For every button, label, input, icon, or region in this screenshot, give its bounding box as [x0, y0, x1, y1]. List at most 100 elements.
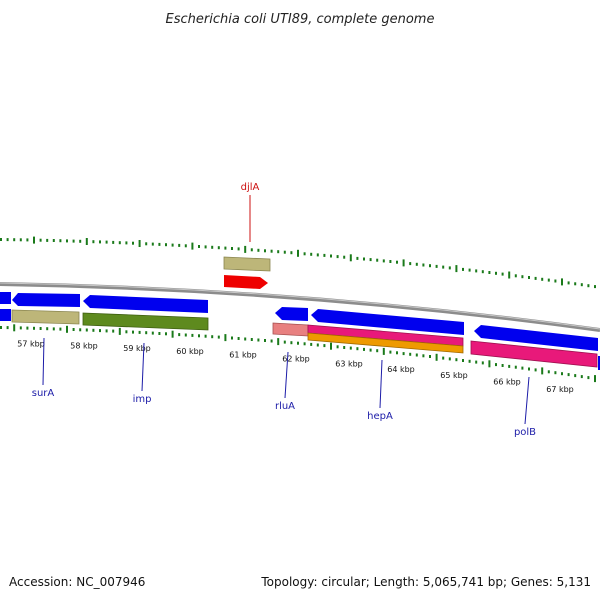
minor-tick — [19, 238, 22, 242]
minor-tick — [39, 327, 42, 330]
gene-label-rluA[interactable]: rluA — [275, 401, 295, 412]
minor-tick — [594, 285, 596, 289]
major-tick — [138, 240, 141, 247]
major-tick — [402, 259, 405, 267]
minor-tick — [158, 242, 161, 246]
minor-tick — [198, 245, 200, 248]
minor-tick — [442, 356, 445, 360]
minor-tick — [264, 339, 266, 342]
major-tick — [508, 271, 511, 279]
minor-tick — [495, 271, 497, 275]
gene-feature-olive[interactable] — [82, 312, 209, 331]
gene-label-hepA[interactable]: hepA — [367, 411, 393, 422]
kbp-label: 62 kbp — [282, 355, 310, 364]
minor-tick — [52, 239, 55, 242]
major-tick — [297, 249, 299, 257]
minor-tick — [462, 267, 464, 271]
minor-tick — [231, 336, 233, 340]
minor-tick — [165, 332, 167, 336]
minor-tick — [99, 329, 101, 333]
minor-tick — [303, 252, 306, 256]
kbp-label: 64 kbp — [387, 365, 415, 374]
minor-tick — [554, 279, 557, 283]
minor-tick — [257, 338, 260, 342]
minor-tick — [330, 254, 332, 258]
minor-tick — [105, 240, 108, 244]
gene-feature-pink[interactable] — [470, 340, 598, 368]
gene-feature-khaki[interactable] — [223, 256, 271, 272]
bottom-tick-row — [0, 324, 596, 383]
minor-tick — [264, 249, 266, 253]
cds-feature[interactable] — [0, 309, 11, 321]
gene-label-surA[interactable]: surA — [32, 388, 55, 399]
gene-label-polB[interactable]: polB — [514, 427, 536, 438]
minor-tick — [283, 340, 286, 344]
minor-tick — [514, 274, 517, 278]
cds-feature-reverse[interactable] — [83, 295, 208, 313]
cds-feature-reverse[interactable] — [474, 325, 598, 351]
gene-feature-orange[interactable] — [307, 332, 464, 354]
minor-tick — [356, 347, 359, 351]
gene-label-djlA[interactable]: djlA — [241, 182, 260, 193]
gene-label-imp[interactable]: imp — [133, 394, 152, 405]
minor-tick — [59, 327, 62, 331]
minor-tick — [132, 330, 134, 334]
minor-tick — [508, 364, 511, 368]
kbp-label: 61 kbp — [229, 350, 257, 359]
minor-tick — [310, 252, 313, 256]
minor-tick — [587, 284, 590, 288]
minor-tick — [39, 238, 42, 242]
minor-tick — [0, 326, 2, 329]
major-tick — [171, 330, 174, 338]
kbp-label: 65 kbp — [440, 371, 468, 380]
gene-feature-khaki[interactable] — [11, 309, 80, 325]
djlA-feature[interactable] — [224, 275, 268, 289]
minor-tick — [270, 339, 273, 343]
minor-tick — [316, 253, 319, 257]
minor-tick — [112, 240, 115, 244]
minor-tick — [19, 326, 22, 330]
cds-feature-reverse[interactable] — [12, 293, 80, 307]
minor-tick — [138, 330, 141, 334]
minor-tick — [501, 364, 504, 367]
minor-tick — [521, 366, 524, 370]
minor-tick — [574, 374, 577, 378]
minor-tick — [191, 333, 194, 337]
major-tick — [66, 325, 68, 333]
minor-tick — [356, 256, 359, 260]
minor-tick — [580, 375, 583, 379]
minor-tick — [336, 255, 339, 259]
minor-tick — [85, 328, 88, 332]
cds-feature-reverse[interactable] — [275, 307, 308, 321]
minor-tick — [547, 278, 550, 282]
major-tick — [330, 342, 332, 350]
minor-tick — [178, 243, 181, 247]
minor-tick — [92, 240, 95, 244]
minor-tick — [79, 239, 82, 243]
map-title: Escherichia coli UTI89, complete genome — [166, 12, 435, 27]
minor-tick — [290, 341, 293, 345]
minor-tick — [363, 257, 365, 261]
minor-tick — [211, 335, 214, 339]
minor-tick — [145, 242, 148, 246]
minor-tick — [554, 371, 557, 375]
minor-tick — [303, 342, 306, 346]
minor-tick — [237, 247, 240, 251]
minor-tick — [448, 357, 451, 361]
minor-tick — [198, 334, 200, 338]
cds-feature[interactable] — [0, 292, 11, 304]
minor-tick — [528, 276, 530, 279]
minor-tick — [125, 330, 128, 334]
minor-tick — [112, 329, 115, 333]
minor-tick — [363, 347, 365, 351]
minor-tick — [204, 245, 207, 249]
minor-tick — [231, 247, 233, 250]
cds-feature-reverse[interactable] — [311, 309, 464, 335]
genome-backbone — [0, 282, 600, 332]
minor-tick — [389, 260, 392, 263]
minor-tick — [6, 326, 9, 330]
minor-tick — [475, 269, 478, 273]
gene-feature-salmon[interactable] — [272, 322, 309, 337]
minor-tick — [574, 282, 577, 286]
